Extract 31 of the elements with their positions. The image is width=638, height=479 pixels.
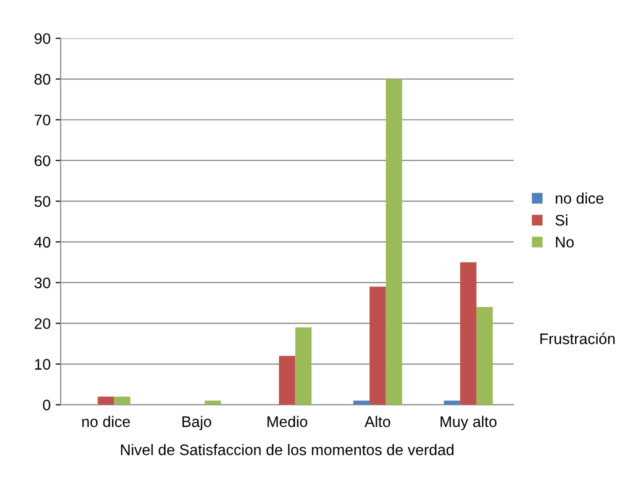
bar: [204, 400, 221, 405]
bar: [295, 327, 312, 405]
text: Frustración: [540, 332, 615, 344]
bar: [114, 396, 130, 405]
x-tick-label: Bajo: [182, 416, 212, 430]
legend-label: Si: [555, 214, 568, 226]
y-tick-label: 90: [34, 33, 50, 44]
x-tick-label: Alto: [364, 416, 390, 428]
legend-label: No: [556, 236, 574, 248]
x-tick-label: Muy alto: [440, 416, 497, 430]
y-tick-label: 60: [34, 155, 50, 166]
bar: [386, 79, 402, 405]
y-tick-label: 20: [34, 318, 50, 330]
bar: [278, 356, 296, 405]
x-axis-title: Nivel de Satisfaccion de los momentos de verdad: [121, 444, 454, 456]
y-tick-label: 80: [34, 74, 50, 85]
x-tick-label: no dice: [82, 416, 130, 428]
bar: [353, 400, 370, 405]
y-tick-label: 70: [34, 114, 50, 126]
y-tick-label: 10: [35, 358, 50, 370]
legend-label: no dice: [556, 192, 604, 204]
y-tick-label: 0: [42, 400, 50, 410]
y-tick-label: 40: [34, 236, 50, 248]
x-tick-label: Medio: [268, 416, 308, 428]
bar: [98, 396, 114, 405]
y-tick-label: 50: [34, 196, 50, 207]
y-tick-label: 30: [34, 277, 50, 288]
bar: [370, 286, 386, 405]
bar: [460, 262, 476, 405]
bar: [476, 307, 493, 405]
bar: [444, 400, 460, 405]
